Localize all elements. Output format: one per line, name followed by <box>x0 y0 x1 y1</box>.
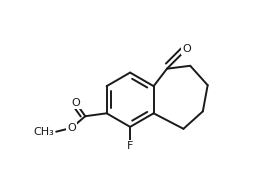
Text: O: O <box>67 123 76 133</box>
Text: CH₃: CH₃ <box>34 127 54 137</box>
Text: F: F <box>127 141 133 151</box>
Text: O: O <box>182 44 191 54</box>
Text: O: O <box>71 98 80 108</box>
